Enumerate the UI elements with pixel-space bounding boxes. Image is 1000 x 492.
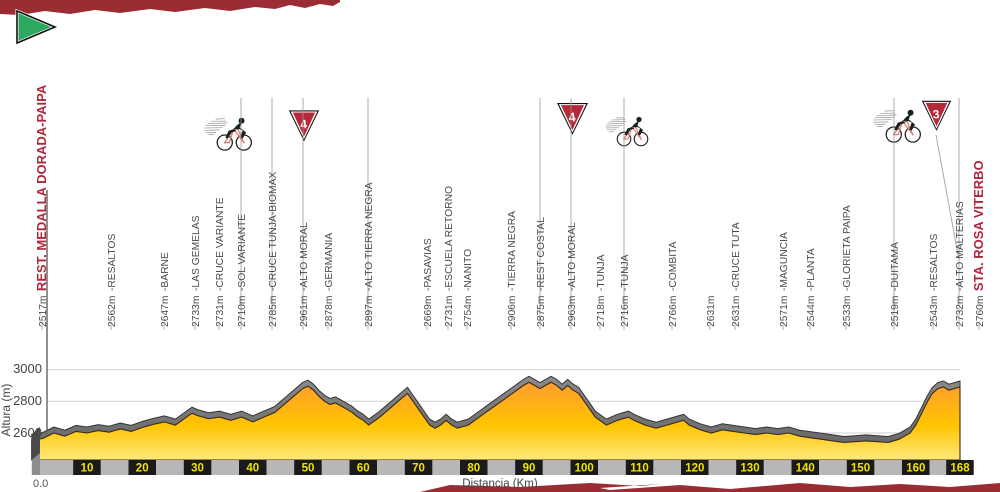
svg-text:30: 30 xyxy=(191,463,204,475)
svg-text:2800: 2800 xyxy=(13,393,42,408)
svg-text:110: 110 xyxy=(630,463,649,475)
svg-text:Distancia (Km): Distancia (Km) xyxy=(462,478,538,490)
svg-text:120: 120 xyxy=(685,463,704,475)
svg-text:50: 50 xyxy=(302,463,315,475)
svg-text:60: 60 xyxy=(357,463,370,475)
svg-text:10: 10 xyxy=(81,463,94,475)
svg-text:130: 130 xyxy=(740,463,759,475)
svg-text:90: 90 xyxy=(523,463,536,475)
svg-text:150: 150 xyxy=(851,463,870,475)
svg-text:20: 20 xyxy=(136,463,149,475)
svg-text:140: 140 xyxy=(796,463,815,475)
svg-text:100: 100 xyxy=(575,463,594,475)
svg-text:3000: 3000 xyxy=(13,361,42,376)
svg-text:168: 168 xyxy=(950,463,970,475)
svg-text:Altura (m): Altura (m) xyxy=(0,384,13,437)
svg-text:70: 70 xyxy=(412,463,425,475)
svg-text:2600: 2600 xyxy=(13,425,42,440)
svg-text:80: 80 xyxy=(467,463,480,475)
svg-text:160: 160 xyxy=(906,463,925,475)
svg-text:40: 40 xyxy=(246,463,259,475)
svg-text:0.0: 0.0 xyxy=(33,478,48,490)
